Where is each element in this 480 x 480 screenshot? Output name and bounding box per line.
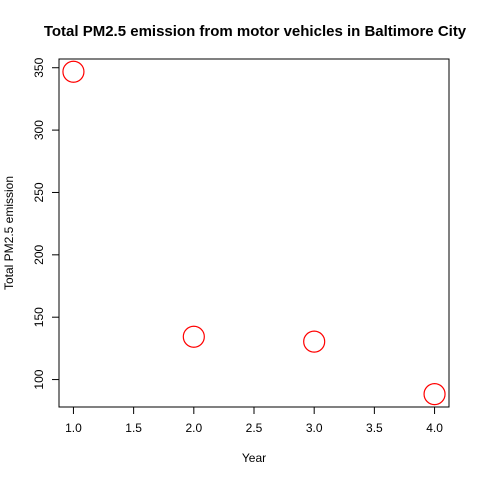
y-axis-label: Total PM2.5 emission (2, 176, 16, 290)
x-axis: 1.0 1.5 2.0 2.5 3.0 3.5 4.0 (65, 406, 443, 435)
x-tick-label: 2.0 (185, 421, 202, 435)
y-axis: 100 150 200 250 300 350 (32, 57, 60, 390)
chart-title: Total PM2.5 emission from motor vehicles… (44, 23, 467, 40)
x-tick-label: 1.5 (125, 421, 142, 435)
x-tick-label: 1.0 (65, 421, 82, 435)
y-tick-label: 150 (32, 307, 46, 327)
x-tick-label: 3.0 (306, 421, 323, 435)
data-point (182, 325, 205, 348)
data-points (62, 60, 446, 406)
x-tick-label: 2.5 (246, 421, 263, 435)
y-tick-label: 100 (32, 369, 46, 389)
data-point (423, 383, 446, 406)
x-axis-label: Year (242, 451, 266, 465)
y-tick-label: 250 (32, 182, 46, 202)
x-tick-label: 3.5 (366, 421, 383, 435)
x-tick-label: 4.0 (426, 421, 443, 435)
data-point (62, 60, 85, 83)
y-tick-label: 200 (32, 244, 46, 264)
y-tick-label: 350 (32, 57, 46, 77)
data-point (303, 330, 326, 353)
y-tick-label: 300 (32, 120, 46, 140)
plot-frame (58, 58, 450, 408)
